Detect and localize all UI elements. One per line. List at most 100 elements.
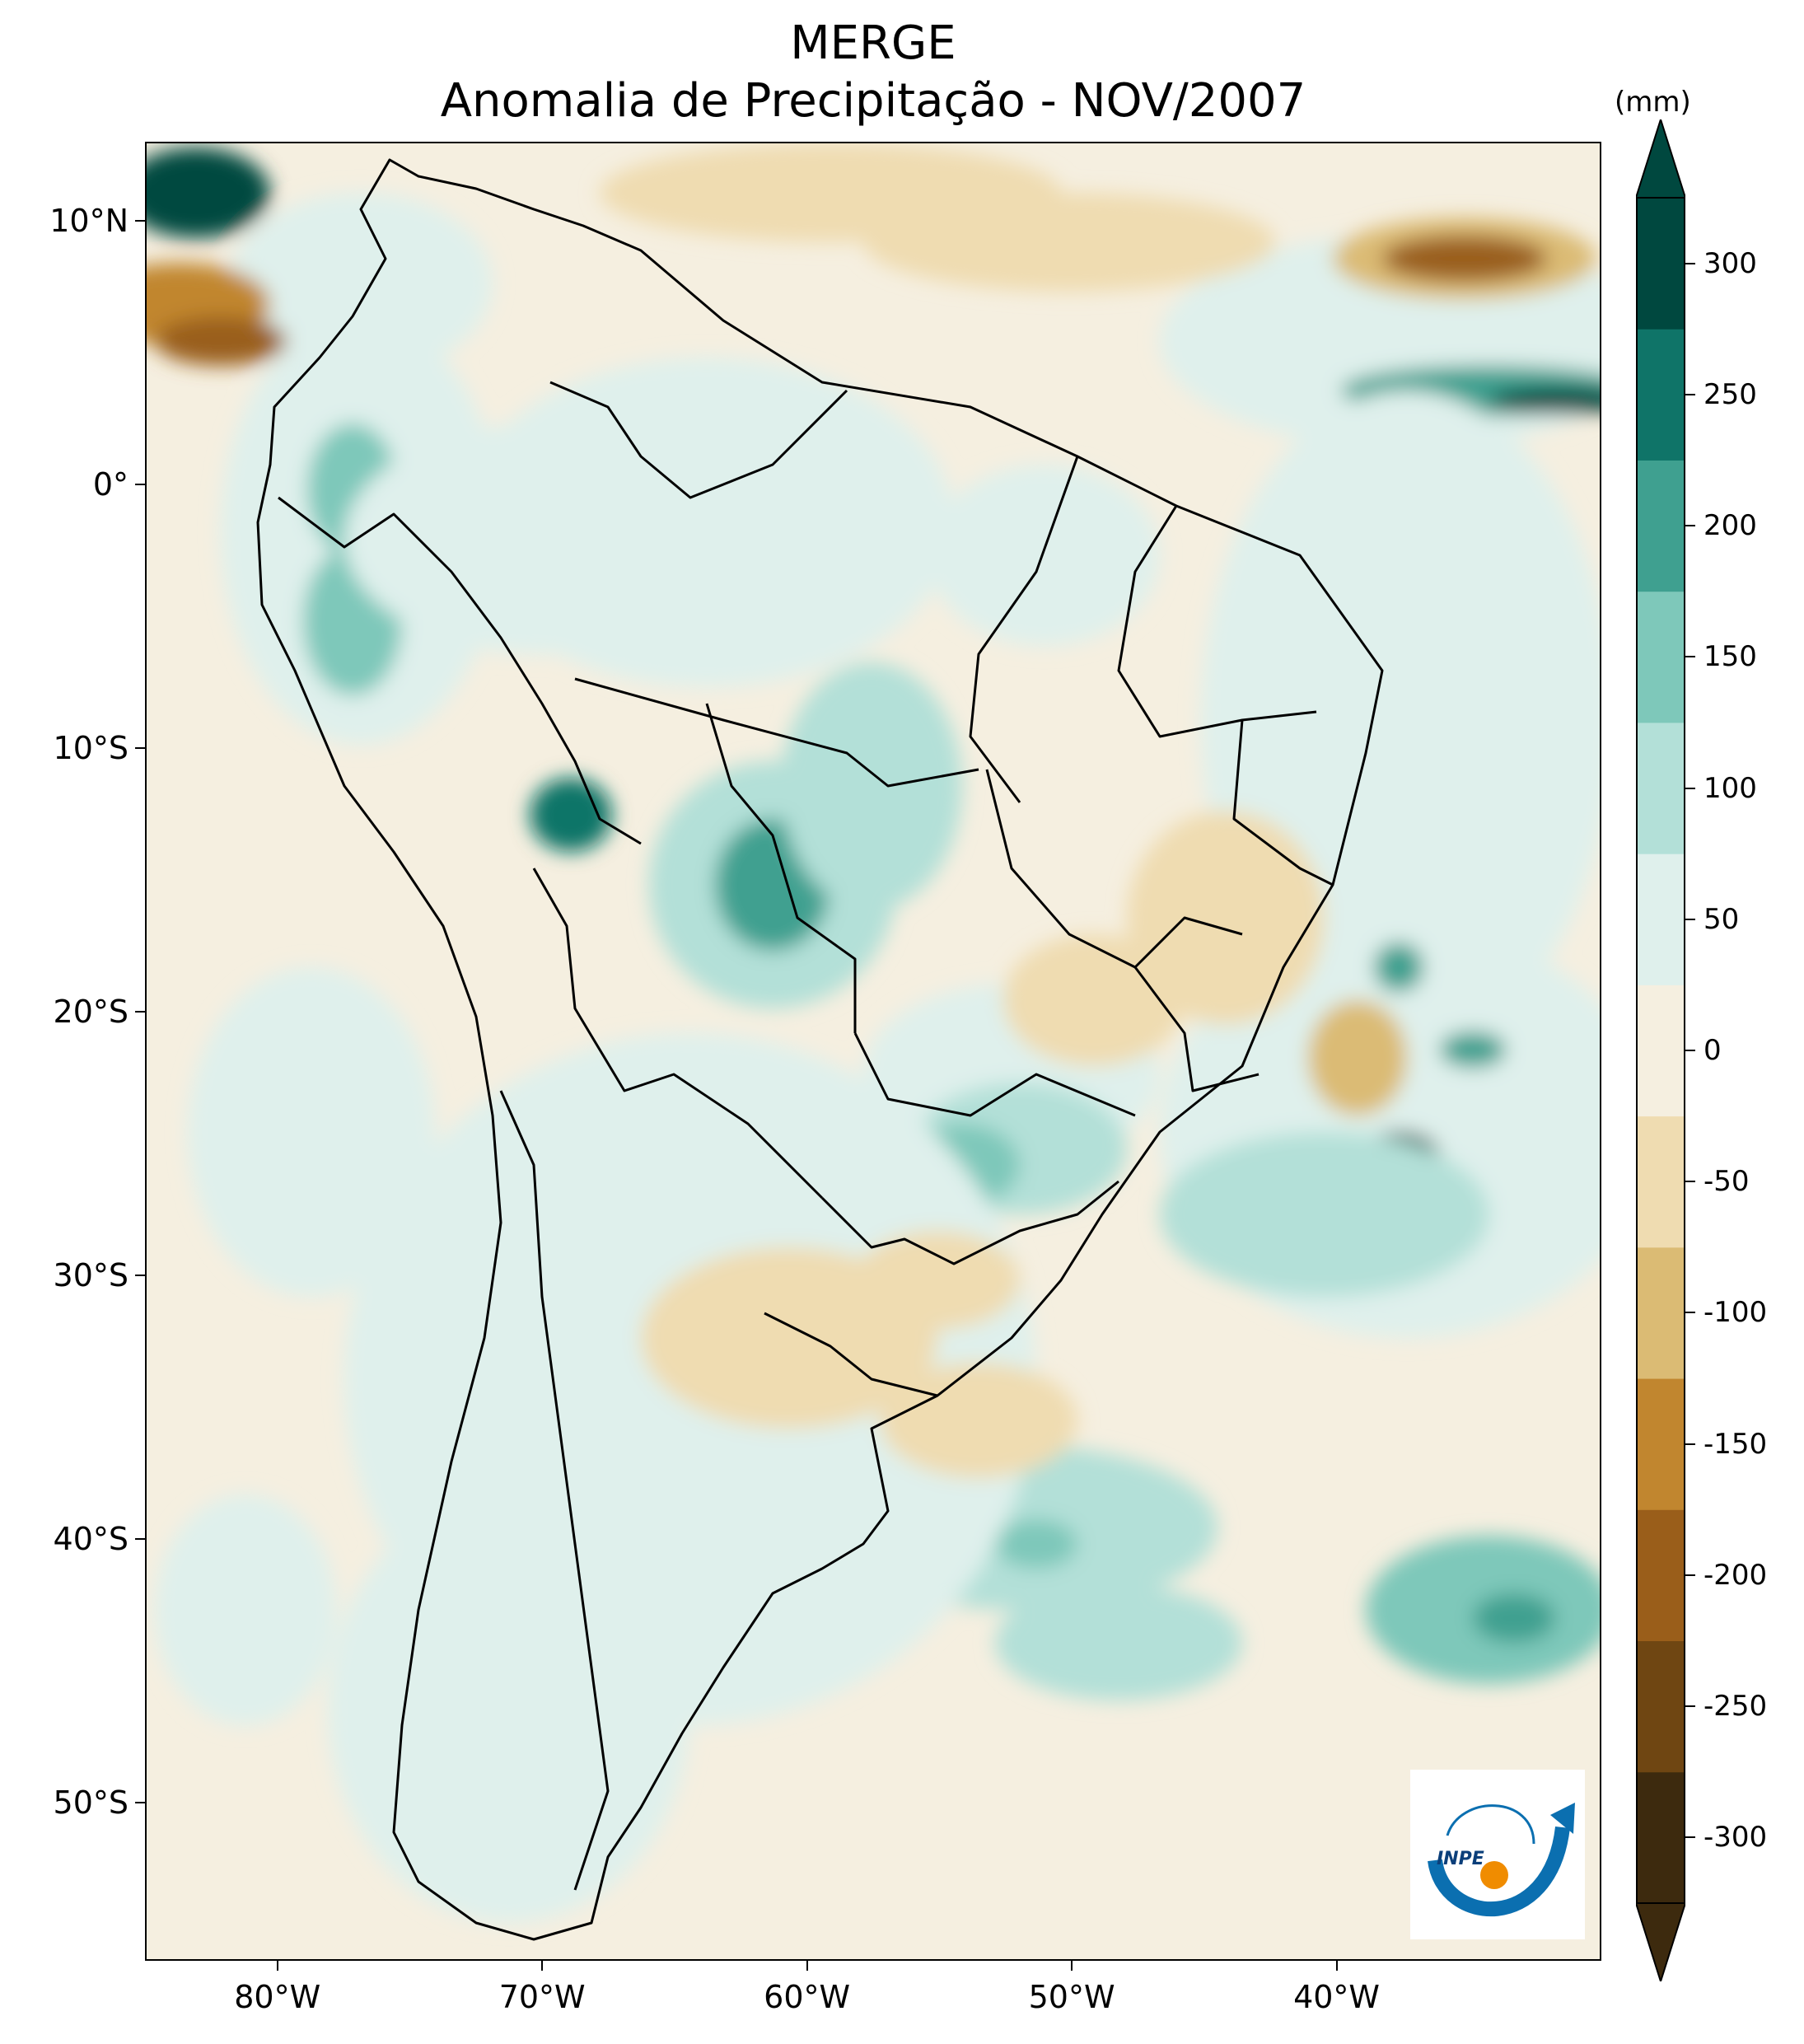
anomaly-field — [147, 143, 1600, 1923]
lat-tick-label: 10°S — [53, 730, 129, 766]
lat-tick-label: 40°S — [53, 1521, 129, 1557]
colorbar — [1636, 119, 1685, 1981]
border — [1117, 505, 1317, 738]
lon-tick-label: 70°W — [498, 1979, 586, 2015]
border — [278, 496, 642, 845]
anomaly-blob — [995, 1585, 1242, 1700]
colorbar-tick — [1685, 1312, 1695, 1314]
anomaly-blob — [1127, 811, 1325, 1025]
anomaly-blob — [1382, 236, 1547, 282]
colorbar-label: 300 — [1704, 246, 1757, 280]
logo-arrow — [1550, 1803, 1575, 1834]
colorbar-label: 150 — [1704, 640, 1757, 674]
colorbar-segment — [1636, 460, 1685, 592]
lon-tick-label: 50°W — [1028, 1979, 1115, 2015]
border — [969, 456, 1079, 803]
colorbar-segment — [1636, 1640, 1685, 1773]
colorbar-label: -250 — [1704, 1690, 1768, 1724]
continent-outline — [256, 158, 1384, 1941]
anomaly-blob — [188, 967, 435, 1297]
colorbar-label: -50 — [1704, 1165, 1750, 1199]
lat-tick-label: 0° — [92, 466, 129, 503]
coastline-borders — [256, 158, 1384, 1941]
anomaly-blob — [855, 1231, 1020, 1330]
colorbar-label: -150 — [1704, 1427, 1768, 1461]
lon-tick — [276, 1961, 278, 1971]
colorbar-segment — [1636, 1509, 1685, 1642]
border — [764, 1312, 938, 1397]
lat-tick — [135, 1275, 145, 1276]
map-area — [145, 142, 1601, 1961]
colorbar-segment — [1636, 198, 1685, 330]
map-title: MERGE — [790, 16, 956, 70]
lon-tick — [541, 1961, 544, 1971]
colorbar-label: 250 — [1704, 377, 1757, 411]
colorbar-tick — [1685, 262, 1695, 264]
colorbar-tick — [1685, 1705, 1695, 1708]
colorbar-label: 50 — [1704, 902, 1740, 936]
colorbar-segment — [1636, 985, 1685, 1117]
colorbar-segment — [1636, 329, 1685, 461]
anomaly-blob — [781, 662, 962, 910]
lat-tick-label: 30°S — [53, 1257, 129, 1293]
anomaly-blob — [1374, 942, 1423, 992]
colorbar-tick — [1685, 1443, 1695, 1445]
border — [499, 1090, 610, 1891]
lon-tick-label: 40°W — [1293, 1979, 1380, 2015]
anomaly-blob — [880, 1363, 1077, 1478]
border — [705, 703, 857, 1033]
colorbar-unit: (mm) — [1615, 86, 1691, 119]
map-canvas — [147, 143, 1600, 1941]
anomaly-blob — [155, 1494, 336, 1725]
border — [1232, 719, 1334, 886]
colorbar-tick — [1685, 1574, 1695, 1576]
colorbar-segment — [1636, 591, 1685, 723]
lat-tick — [135, 1802, 145, 1803]
lon-tick — [1071, 1961, 1073, 1971]
anomaly-blob — [229, 193, 493, 374]
anomaly-blob — [328, 1494, 690, 1923]
colorbar-tick — [1685, 1050, 1695, 1051]
border — [853, 1032, 1136, 1117]
colorbar-segment — [1636, 1247, 1685, 1379]
anomaly-blob — [863, 193, 1275, 292]
lat-tick — [135, 1011, 145, 1013]
anomaly-blob — [460, 358, 954, 687]
lat-tick-label: 20°S — [53, 994, 129, 1030]
lon-tick-label: 80°W — [234, 1979, 321, 2015]
lat-tick — [135, 484, 145, 485]
colorbar-tick — [1685, 656, 1695, 658]
colorbar-tick — [1685, 525, 1695, 527]
colorbar-tick — [1685, 1836, 1695, 1839]
lat-tick — [135, 1538, 145, 1540]
colorbar-segment — [1636, 1378, 1685, 1510]
colorbar-segment — [1636, 1771, 1685, 1904]
logo-orbit — [1446, 1804, 1535, 1845]
logo-text: INPE — [1437, 1849, 1484, 1869]
map-subtitle: Anomalia de Precipitação - NOV/2007 — [440, 74, 1306, 128]
anomaly-blob — [929, 465, 1160, 646]
logo-sun — [1480, 1861, 1508, 1889]
lon-tick-label: 60°W — [764, 1979, 851, 2015]
lat-tick-label: 10°N — [49, 203, 129, 239]
border — [532, 868, 824, 1200]
lat-tick — [135, 220, 145, 222]
anomaly-blob — [1308, 1000, 1407, 1116]
colorbar-tick — [1685, 1181, 1695, 1183]
colorbar-label: -300 — [1704, 1821, 1768, 1855]
colorbar-label: 0 — [1704, 1034, 1722, 1067]
border — [820, 1180, 1119, 1265]
colorbar-segment — [1636, 854, 1685, 985]
colorbar-segment — [1636, 722, 1685, 854]
lat-tick-label: 50°S — [53, 1784, 129, 1821]
colorbar-extend-low — [1636, 1902, 1685, 1981]
colorbar-label: -100 — [1704, 1296, 1768, 1330]
border — [1133, 966, 1260, 1092]
anomaly-blob — [1473, 1593, 1555, 1643]
inpe-logo: INPE — [1410, 1770, 1585, 1939]
colorbar-label: 100 — [1704, 771, 1757, 805]
logo-swoosh — [1428, 1826, 1570, 1917]
border — [574, 677, 979, 788]
anomaly-blob — [155, 316, 287, 366]
anomaly-blob — [1160, 1132, 1489, 1297]
